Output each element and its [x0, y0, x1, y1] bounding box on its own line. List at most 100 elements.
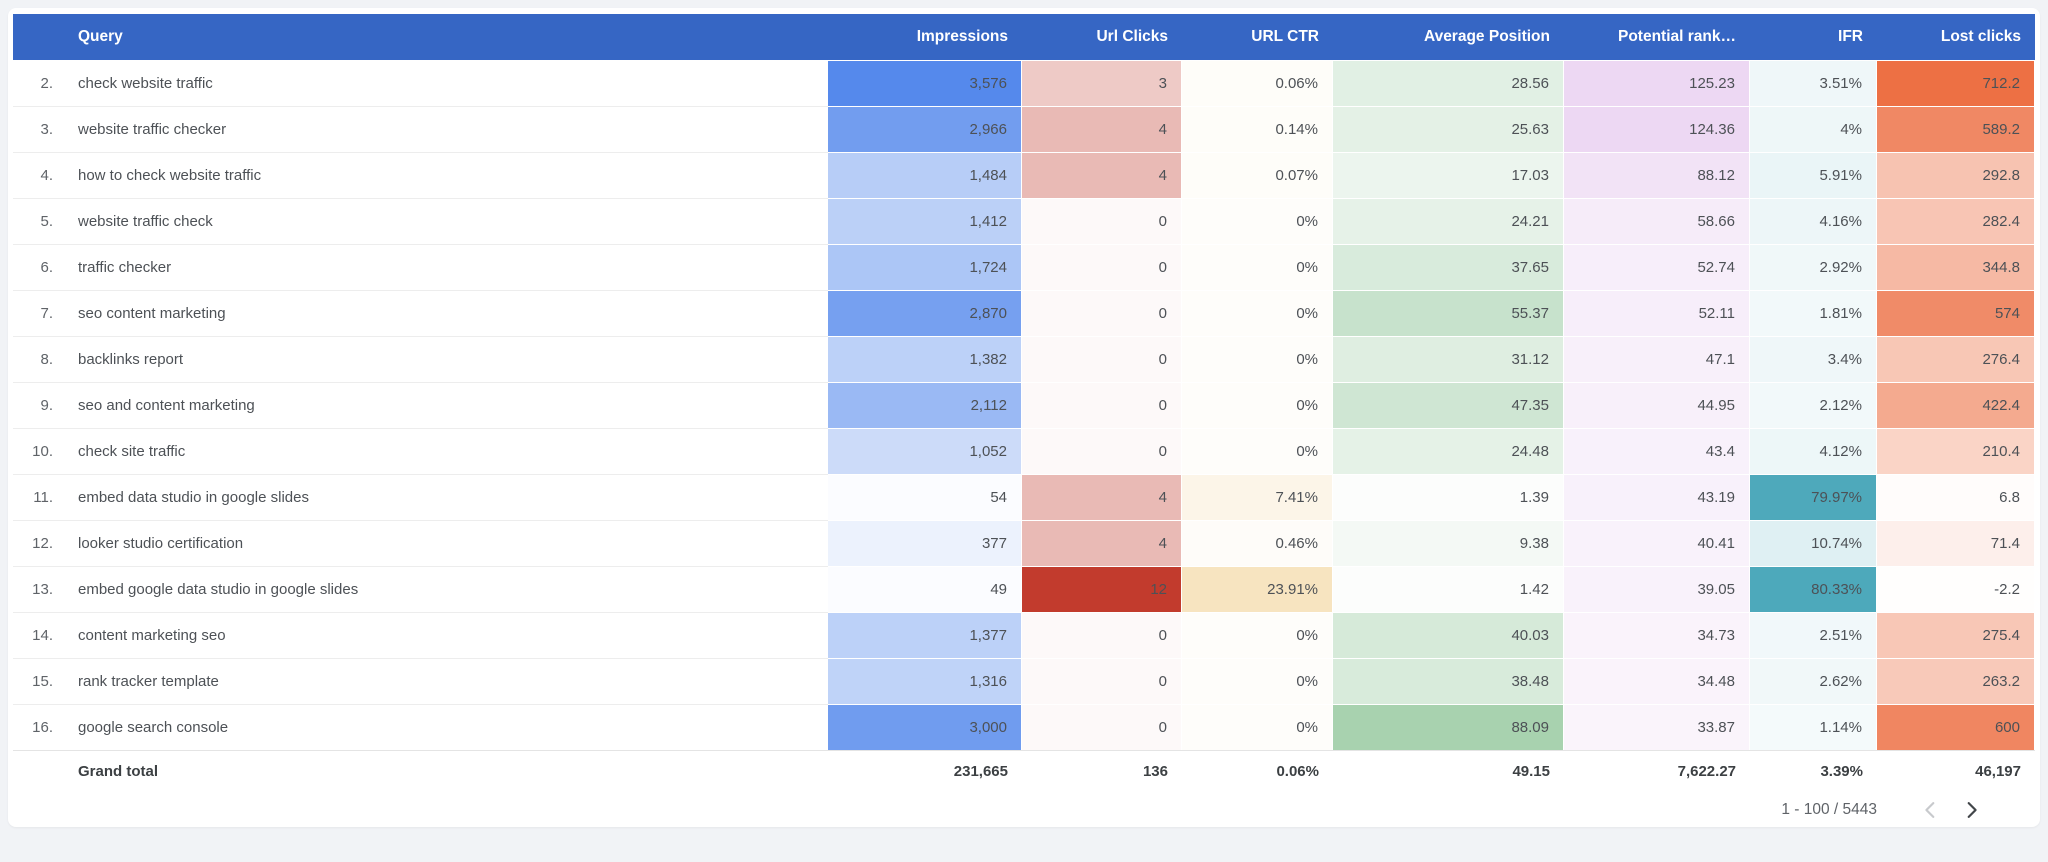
column-header-query[interactable]: Query — [78, 28, 123, 45]
cell-ifr: 2.92% — [1750, 245, 1876, 290]
cell-url_clicks: 0 — [1022, 659, 1181, 704]
grand-total-lost_clicks: 46,197 — [1975, 762, 2021, 780]
cell-impressions: 1,382 — [828, 337, 1021, 382]
cell-avg_position: 24.21 — [1333, 199, 1563, 244]
row-number: 2. — [40, 74, 53, 92]
cell-avg_position: 37.65 — [1333, 245, 1563, 290]
cell-url_ctr: 0.06% — [1182, 61, 1332, 106]
row-number: 9. — [13, 382, 53, 428]
cell-lost_clicks: 210.4 — [1877, 429, 2034, 474]
query-cell: how to check website traffic — [53, 152, 828, 198]
cell-lost_clicks: 344.8 — [1877, 245, 2034, 290]
cell-url_ctr: 0% — [1182, 337, 1332, 382]
table-body: 2. check website traffic 3,576 3 0.06% 28.56 1… — [13, 60, 2035, 750]
column-header-url_ctr[interactable]: URL CTR — [1251, 28, 1319, 45]
cell-lost_clicks: 422.4 — [1877, 383, 2034, 428]
cell-url_ctr: 0.46% — [1182, 521, 1332, 566]
column-header-impressions[interactable]: Impressions — [916, 28, 1008, 45]
table-row[interactable]: 4. how to check website traffic 1,484 4 0.07… — [13, 152, 2035, 198]
cell-lost_clicks: 292.8 — [1877, 153, 2034, 198]
cell-ifr: 2.62% — [1750, 659, 1876, 704]
cell-avg_position: 17.03 — [1333, 153, 1563, 198]
cell-lost_clicks: 263.2 — [1877, 659, 2034, 704]
column-header-ifr[interactable]: IFR — [1838, 28, 1863, 45]
query-cell: check site traffic — [53, 428, 828, 474]
grand-total-row: Grand total 231,665 136 0.06% 49.15 7,622.27 3… — [13, 750, 2035, 791]
cell-url_clicks: 0 — [1022, 705, 1181, 750]
cell-ifr: 3.51% — [1750, 61, 1876, 106]
cell-url_ctr: 0.07% — [1182, 153, 1332, 198]
cell-lost_clicks: 282.4 — [1877, 199, 2034, 244]
query-cell: seo and content marketing — [53, 382, 828, 428]
table-row[interactable]: 11. embed data studio in google slides 54 4… — [13, 474, 2035, 520]
grand-total-ifr: 3.39% — [1820, 762, 1863, 780]
cell-avg_position: 38.48 — [1333, 659, 1563, 704]
grand-total-label: Grand total — [78, 762, 159, 780]
prev-page-button[interactable] — [1911, 795, 1951, 825]
table-row[interactable]: 7. seo content marketing 2,870 0 0% 55.37 52.1… — [13, 290, 2035, 336]
cell-url_ctr: 0% — [1182, 705, 1332, 750]
table-row[interactable]: 13. embed google data studio in google sl… — [13, 566, 2035, 612]
cell-ifr: 1.14% — [1750, 705, 1876, 750]
cell-lost_clicks: 275.4 — [1877, 613, 2034, 658]
grand-total-url_clicks: 136 — [1142, 762, 1168, 780]
cell-ifr: 5.91% — [1750, 153, 1876, 198]
table-row[interactable]: 12. looker studio certification 377 4 0.46% 9… — [13, 520, 2035, 566]
grand-total-potential_rank: 7,622.27 — [1677, 762, 1736, 780]
cell-url_ctr: 0% — [1182, 659, 1332, 704]
cell-lost_clicks: 71.4 — [1877, 521, 2034, 566]
pagination: 1 - 100 / 5443 — [13, 791, 2035, 828]
table-row[interactable]: 2. check website traffic 3,576 3 0.06% 28.56 1… — [13, 60, 2035, 106]
row-number: 4. — [13, 152, 53, 198]
cell-potential_rank: 52.74 — [1564, 245, 1749, 290]
table-row[interactable]: 10. check site traffic 1,052 0 0% 24.48 43.4 4.… — [13, 428, 2035, 474]
row-number: 13. — [13, 566, 53, 612]
row-number: 6. — [13, 244, 53, 290]
column-header-lost_clicks[interactable]: Lost clicks — [1940, 28, 2021, 45]
cell-lost_clicks: 574 — [1877, 291, 2034, 336]
next-page-button[interactable] — [1951, 795, 1991, 825]
table-row[interactable]: 6. traffic checker 1,724 0 0% 37.65 52.74 2.92%… — [13, 244, 2035, 290]
table-row[interactable]: 14. content marketing seo 1,377 0 0% 40.03 34.… — [13, 612, 2035, 658]
column-header-potential_rank[interactable]: Potential rank… — [1618, 28, 1736, 45]
query-cell: seo content marketing — [53, 290, 828, 336]
cell-potential_rank: 33.87 — [1564, 705, 1749, 750]
cell-avg_position: 1.39 — [1333, 475, 1563, 520]
table-card: Query Impressions Url Clicks URL CTR Average… — [8, 8, 2040, 827]
grand-total-url_ctr: 0.06% — [1276, 762, 1319, 780]
row-number: 15. — [13, 658, 53, 704]
table-row[interactable]: 15. rank tracker template 1,316 0 0% 38.48 34.… — [13, 658, 2035, 704]
table-row[interactable]: 3. website traffic checker 2,966 4 0.14% 25.6… — [13, 106, 2035, 152]
cell-avg_position: 88.09 — [1333, 705, 1563, 750]
column-header-avg_position[interactable]: Average Position — [1423, 28, 1550, 45]
cell-potential_rank: 39.05 — [1564, 567, 1749, 612]
table-row[interactable]: 8. backlinks report 1,382 0 0% 31.12 47.1 3.4% 2… — [13, 336, 2035, 382]
table-row[interactable]: 5. website traffic check 1,412 0 0% 24.21 58.6… — [13, 198, 2035, 244]
cell-url_ctr: 0% — [1182, 613, 1332, 658]
row-number: 11. — [13, 474, 53, 520]
cell-avg_position: 1.42 — [1333, 567, 1563, 612]
cell-ifr: 4% — [1750, 107, 1876, 152]
cell-url_clicks: 0 — [1022, 291, 1181, 336]
cell-potential_rank: 88.12 — [1564, 153, 1749, 198]
row-number: 8. — [13, 336, 53, 382]
cell-url_clicks: 0 — [1022, 613, 1181, 658]
cell-potential_rank: 58.66 — [1564, 199, 1749, 244]
query-cell: content marketing seo — [53, 612, 828, 658]
cell-lost_clicks: 589.2 — [1877, 107, 2034, 152]
table-row[interactable]: 16. google search console 3,000 0 0% 88.09 33.… — [13, 704, 2035, 750]
row-number: 7. — [13, 290, 53, 336]
cell-potential_rank: 40.41 — [1564, 521, 1749, 566]
row-number: 10. — [13, 428, 53, 474]
cell-avg_position: 24.48 — [1333, 429, 1563, 474]
cell-avg_position: 28.56 — [1333, 61, 1563, 106]
cell-lost_clicks: 276.4 — [1877, 337, 2034, 382]
column-header-url_clicks[interactable]: Url Clicks — [1096, 28, 1168, 45]
chevron-left-icon — [1925, 801, 1935, 818]
cell-impressions: 1,724 — [828, 245, 1021, 290]
table-row[interactable]: 9. seo and content marketing 2,112 0 0% 47.35… — [13, 382, 2035, 428]
cell-potential_rank: 34.48 — [1564, 659, 1749, 704]
cell-impressions: 1,484 — [828, 153, 1021, 198]
row-number: 16. — [13, 704, 53, 750]
cell-impressions: 377 — [828, 521, 1021, 566]
